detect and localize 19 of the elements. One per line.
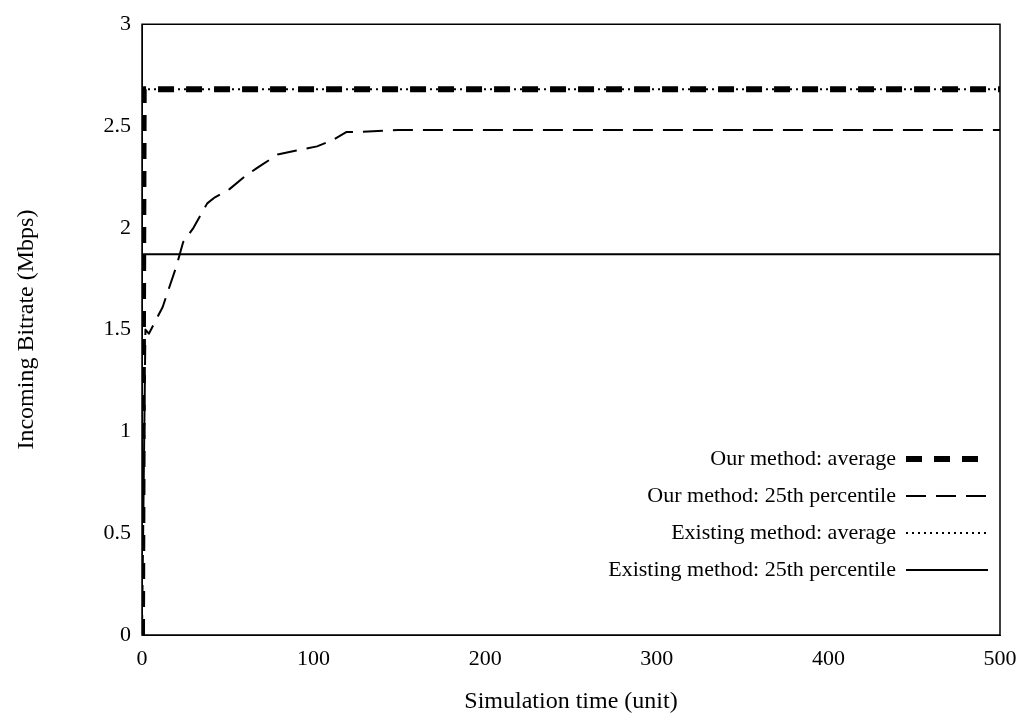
legend-label: Existing method: average xyxy=(671,518,896,544)
y-tick-label: 2.5 xyxy=(103,111,131,137)
x-tick-label: 400 xyxy=(811,644,845,670)
legend-label: Our method: 25th percentile xyxy=(647,481,896,507)
x-axis-title: Simulation time (unit) xyxy=(464,686,678,713)
y-tick-label: 1 xyxy=(120,417,131,443)
y-tick-label: 0.5 xyxy=(103,518,131,544)
y-tick-label: 0 xyxy=(120,620,131,646)
x-tick-label: 100 xyxy=(297,644,331,670)
x-tick-label: 200 xyxy=(468,644,502,670)
x-tick-label: 0 xyxy=(136,644,148,670)
x-tick-label: 300 xyxy=(640,644,674,670)
y-axis-title: Incoming Bitrate (Mbps) xyxy=(11,209,38,450)
y-tick-label: 2 xyxy=(120,213,131,239)
y-tick-label: 3 xyxy=(120,9,131,35)
y-tick-label: 1.5 xyxy=(103,315,131,341)
legend-label: Existing method: 25th percentile xyxy=(608,555,896,581)
x-tick-label: 500 xyxy=(983,644,1017,670)
legend-label: Our method: average xyxy=(710,444,896,470)
